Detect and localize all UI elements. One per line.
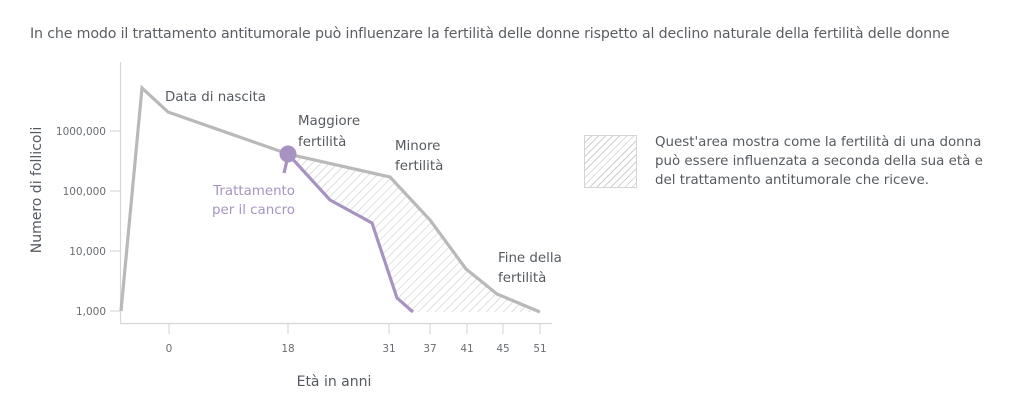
- chart-title: In che modo il trattamento antitumorale …: [30, 26, 950, 42]
- annotation-greater-fertility: Maggiore: [298, 114, 360, 129]
- annotation-greater-fertility: fertilità: [298, 134, 346, 150]
- treatment-marker: [279, 145, 297, 163]
- hatched-area: [288, 154, 540, 312]
- y-axis-title: Numero di follicoli: [29, 127, 45, 254]
- x-tick-label: 31: [382, 343, 395, 355]
- x-tick-label: 37: [423, 343, 436, 355]
- annotation-end-fertility: fertilità: [498, 270, 546, 286]
- x-axis: 0 18 31 37 41 45 51 Età in anni: [120, 322, 552, 390]
- x-tick-label: 51: [533, 343, 546, 355]
- x-tick-label: 0: [166, 343, 173, 355]
- annotation-birth: Data di nascita: [165, 90, 266, 105]
- annotation-lower-fertility: Minore: [395, 139, 440, 154]
- y-tick-label: 100,000: [63, 186, 106, 198]
- x-tick-label: 18: [281, 343, 294, 355]
- x-axis-title: Età in anni: [297, 374, 372, 390]
- treatment-line: [286, 152, 415, 314]
- annotation-end-fertility: Fine della: [498, 251, 562, 266]
- y-tick-label: 1000,000: [56, 126, 106, 138]
- annotation-treatment: Trattamento: [212, 184, 295, 199]
- legend-hatch-swatch: [584, 135, 637, 188]
- natural-fertility-line: [119, 84, 541, 314]
- legend-text: Quest'area mostra come la fertilità di u…: [655, 135, 983, 188]
- annotation-treatment: per il cancro: [212, 203, 295, 218]
- y-tick-label: 1,000: [76, 306, 106, 318]
- annotation-lower-fertility: fertilità: [395, 158, 443, 174]
- x-tick-label: 41: [460, 343, 473, 355]
- y-axis: 1000,000 100,000 10,000 1,000 Numero di …: [29, 62, 122, 323]
- x-tick-label: 45: [496, 343, 509, 355]
- y-tick-label: 10,000: [69, 246, 106, 258]
